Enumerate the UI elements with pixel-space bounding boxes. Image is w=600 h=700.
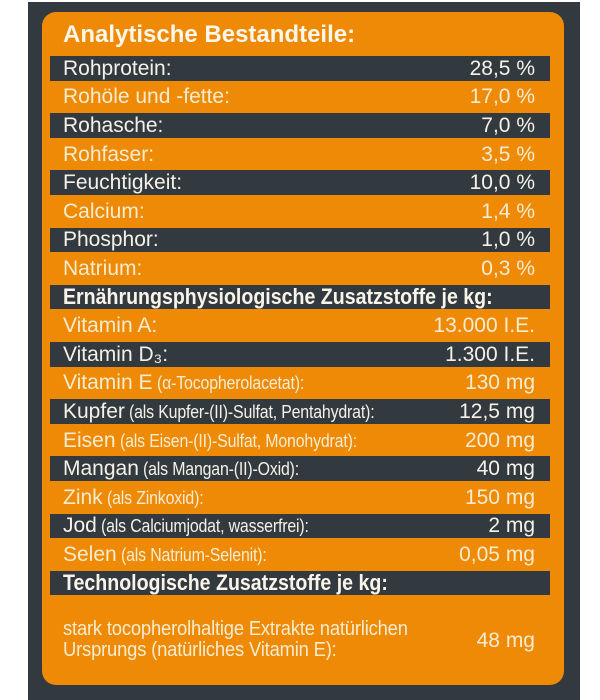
row-label: Selen	[63, 542, 117, 566]
row-zink: Zink (als Zinkoxid): 150 mg	[42, 483, 564, 512]
row-label: Vitamin A:	[63, 314, 158, 338]
row-label-line1: stark tocopherolhaltige Extrakte natürli…	[63, 618, 408, 641]
row-mangan: Mangan (als Mangan-(II)-Oxid): 40 mg	[42, 454, 564, 483]
section-header-technologische-zusatzstoffe: Technologische Zusatzstoffe je kg:	[42, 569, 564, 598]
row-value: 150 mg	[464, 485, 535, 509]
row-label: Kupfer	[63, 399, 125, 423]
row-label: Rohfaser:	[63, 142, 155, 166]
row-feuchtigkeit: Feuchtigkeit: 10,0 %	[42, 168, 564, 197]
row-label-line2: Ursprungs (natürliches Vitamin E):	[63, 639, 337, 662]
row-value: 28,5 %	[469, 56, 535, 80]
row-value: 130 mg	[464, 371, 535, 395]
row-label: Calcium:	[63, 199, 145, 223]
row-jod: Jod (als Calciumjodat, wasserfrei): 2 mg	[42, 512, 564, 541]
row-rohasche: Rohasche: 7,0 %	[42, 111, 564, 140]
row-label-detail: (als Zinkoxid):	[106, 486, 204, 508]
row-label: Zink	[63, 485, 103, 509]
row-selen: Selen (als Natrium-Selenit): 0,05 mg	[42, 540, 564, 569]
row-natrium: Natrium: 0,3 %	[42, 254, 564, 283]
row-label-detail: (als Calciumjodat, wasserfrei):	[100, 515, 309, 537]
section-title: Analytische Bestandteile:	[63, 21, 356, 48]
row-value: 7,0 %	[481, 113, 535, 137]
row-kupfer: Kupfer (als Kupfer-(II)-Sulfat, Pentahydr…	[42, 397, 564, 426]
row-value: 10,0 %	[469, 171, 535, 195]
row-label: Eisen	[63, 428, 116, 452]
row-value: 40 mg	[476, 457, 535, 481]
row-value: 2 mg	[488, 514, 535, 538]
row-calcium: Calcium: 1,4 %	[42, 197, 564, 226]
row-rohfaser: Rohfaser: 3,5 %	[42, 140, 564, 169]
row-label-detail: (als Mangan-(II)-Oxid):	[142, 458, 299, 480]
row-label: Rohöle und -fette:	[63, 85, 230, 109]
row-vitamin-e: Vitamin E (α-Tocopherolacetat): 130 mg	[42, 369, 564, 398]
row-label: Jod	[63, 514, 97, 538]
row-label: Feuchtigkeit:	[63, 171, 183, 195]
row-value: 13.000 I.E.	[433, 314, 535, 338]
label-background: Analytische Bestandteile: Rohprotein: 28…	[28, 2, 580, 700]
row-value: 3,5 %	[481, 142, 535, 166]
row-label: Phosphor:	[63, 228, 159, 252]
row-value: 48 mg	[476, 628, 535, 652]
row-vitamin-d3: Vitamin D₃: 1.300 I.E.	[42, 340, 564, 369]
row-label: Vitamin D₃:	[63, 342, 169, 366]
section-header-analytische-bestandteile: Analytische Bestandteile:	[42, 12, 564, 54]
row-label: Rohprotein:	[63, 56, 172, 80]
row-vitamin-a: Vitamin A: 13.000 I.E.	[42, 311, 564, 340]
row-label-detail: (als Natrium-Selenit):	[120, 543, 267, 565]
row-tocopherol-extrakte: stark tocopherolhaltige Extrakte natürli…	[42, 597, 564, 683]
row-eisen: Eisen (als Eisen-(II)-Sulfat, Monohydrat)…	[42, 426, 564, 455]
row-label: Vitamin E	[63, 371, 153, 395]
section-header-ernaehrungsphysiologische-zusatzstoffe: Ernährungsphysiologische Zusatzstoffe je…	[42, 283, 564, 312]
row-value: 1.300 I.E.	[445, 342, 535, 366]
row-label: Rohasche:	[63, 113, 164, 137]
section-title: Technologische Zusatzstoffe je kg:	[63, 569, 388, 595]
row-label-detail: (α-Tocopherolacetat):	[156, 372, 304, 394]
section-title: Ernährungsphysiologische Zusatzstoffe je…	[63, 283, 493, 309]
nutrition-panel: Analytische Bestandteile: Rohprotein: 28…	[42, 12, 564, 685]
row-value: 0,3 %	[481, 256, 535, 280]
row-label: Natrium:	[63, 256, 143, 280]
row-phosphor: Phosphor: 1,0 %	[42, 226, 564, 255]
row-label: Mangan	[63, 457, 139, 481]
row-value: 17,0 %	[469, 85, 535, 109]
row-value: 1,0 %	[481, 228, 535, 252]
row-label-detail: (als Kupfer-(II)-Sulfat, Pentahydrat):	[128, 400, 375, 422]
row-rohprotein: Rohprotein: 28,5 %	[42, 54, 564, 83]
row-value: 12,5 mg	[459, 399, 535, 423]
row-value: 200 mg	[464, 428, 535, 452]
row-label-detail: (als Eisen-(II)-Sulfat, Monohydrat):	[119, 429, 357, 451]
row-value: 1,4 %	[481, 199, 535, 223]
row-rohoele-und-fette: Rohöle und -fette: 17,0 %	[42, 83, 564, 112]
row-value: 0,05 mg	[459, 542, 535, 566]
